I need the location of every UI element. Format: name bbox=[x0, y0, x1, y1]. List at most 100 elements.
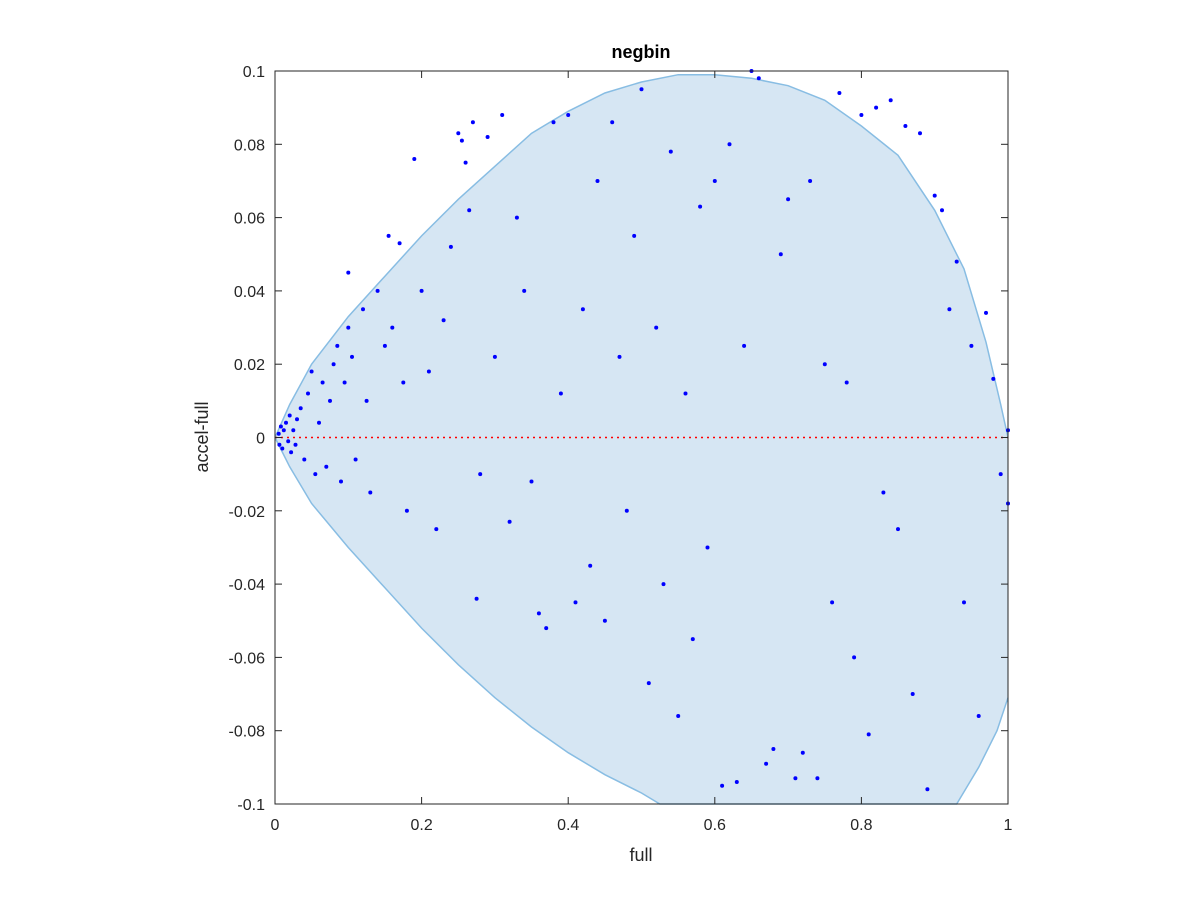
y-tick-label: -0.06 bbox=[229, 650, 266, 667]
data-point bbox=[551, 120, 556, 125]
data-point bbox=[278, 424, 283, 429]
data-point bbox=[668, 149, 673, 154]
data-point bbox=[918, 131, 922, 136]
data-point bbox=[976, 714, 981, 718]
data-point bbox=[529, 479, 534, 484]
data-point bbox=[459, 138, 464, 143]
data-point bbox=[463, 160, 468, 165]
y-tick-label: 0.02 bbox=[234, 357, 265, 374]
y-tick-label: 0.06 bbox=[234, 211, 265, 228]
data-point bbox=[309, 369, 314, 374]
data-point bbox=[903, 124, 908, 128]
data-point bbox=[544, 626, 549, 631]
data-point bbox=[342, 380, 347, 385]
data-point bbox=[624, 508, 629, 513]
data-point bbox=[306, 391, 310, 396]
data-point bbox=[522, 288, 527, 293]
data-point bbox=[573, 600, 578, 605]
chart-title: negbin bbox=[612, 42, 671, 62]
data-point bbox=[302, 457, 307, 462]
y-tick-label: -0.02 bbox=[229, 504, 266, 521]
data-point bbox=[281, 428, 286, 433]
data-point bbox=[654, 325, 659, 330]
x-tick-label: 0.2 bbox=[410, 817, 432, 834]
data-point bbox=[426, 369, 431, 374]
y-axis-label: accel-full bbox=[192, 401, 212, 472]
data-point bbox=[536, 611, 541, 616]
data-point bbox=[793, 776, 798, 781]
data-point bbox=[602, 618, 607, 623]
data-point bbox=[298, 406, 303, 411]
data-point bbox=[456, 131, 461, 136]
data-point bbox=[962, 600, 966, 605]
data-point bbox=[888, 98, 893, 103]
x-tick-label: 0.8 bbox=[850, 817, 872, 834]
data-point bbox=[661, 582, 666, 587]
y-tick-label: -0.08 bbox=[229, 724, 266, 741]
data-point bbox=[284, 420, 288, 425]
data-point bbox=[676, 714, 681, 718]
data-point bbox=[712, 179, 717, 183]
data-point bbox=[375, 288, 380, 293]
data-point bbox=[954, 259, 959, 264]
x-tick-label: 0.6 bbox=[704, 817, 726, 834]
data-point bbox=[852, 655, 857, 660]
data-point bbox=[353, 457, 358, 462]
data-point bbox=[478, 472, 483, 477]
x-tick-label: 0 bbox=[271, 817, 280, 834]
data-point bbox=[932, 193, 937, 198]
x-tick-label: 1 bbox=[1004, 817, 1013, 834]
data-point bbox=[698, 204, 703, 209]
y-tick-label: 0.1 bbox=[243, 64, 265, 81]
data-point bbox=[881, 490, 886, 495]
data-point bbox=[910, 692, 915, 696]
data-point bbox=[588, 563, 593, 568]
data-point bbox=[822, 362, 827, 367]
data-point bbox=[324, 464, 329, 469]
x-tick-label: 0.4 bbox=[557, 817, 579, 834]
data-point bbox=[859, 113, 864, 117]
data-point bbox=[727, 142, 732, 147]
data-point bbox=[756, 76, 761, 81]
data-point bbox=[595, 179, 600, 183]
data-point bbox=[874, 105, 879, 110]
shaded-region-layer bbox=[274, 73, 1009, 805]
y-tick-label: 0.04 bbox=[234, 284, 265, 301]
data-point bbox=[705, 545, 710, 550]
data-point bbox=[276, 431, 281, 436]
data-point bbox=[778, 252, 783, 257]
x-ticks-layer: 0 0.2 0.4 0.6 0.8 1 bbox=[271, 71, 1013, 834]
data-point bbox=[947, 307, 952, 312]
data-point bbox=[808, 179, 813, 183]
data-point bbox=[404, 508, 409, 513]
data-point bbox=[764, 761, 769, 766]
data-point bbox=[844, 380, 849, 385]
data-point bbox=[277, 442, 282, 447]
data-point bbox=[742, 343, 747, 348]
y-tick-label: -0.1 bbox=[237, 797, 265, 814]
data-point bbox=[474, 596, 479, 601]
data-point bbox=[800, 750, 805, 755]
data-point bbox=[507, 519, 512, 524]
y-tick-label: 0 bbox=[256, 431, 265, 448]
data-points-layer bbox=[276, 69, 1010, 792]
data-point bbox=[401, 380, 406, 385]
data-point bbox=[500, 113, 505, 117]
data-point bbox=[690, 637, 695, 642]
data-point bbox=[397, 241, 402, 246]
data-point bbox=[335, 343, 340, 348]
region-lower-boundary bbox=[274, 437, 1009, 805]
data-point bbox=[866, 732, 871, 737]
data-point bbox=[969, 343, 974, 348]
data-point bbox=[291, 428, 296, 433]
region-upper-boundary bbox=[274, 73, 1009, 438]
data-point bbox=[448, 244, 453, 249]
data-point bbox=[558, 391, 563, 396]
data-point bbox=[830, 600, 835, 605]
data-point bbox=[313, 472, 318, 477]
data-point bbox=[412, 157, 417, 161]
data-point bbox=[632, 233, 637, 238]
shaded-region bbox=[275, 74, 1008, 804]
data-point bbox=[339, 479, 343, 484]
